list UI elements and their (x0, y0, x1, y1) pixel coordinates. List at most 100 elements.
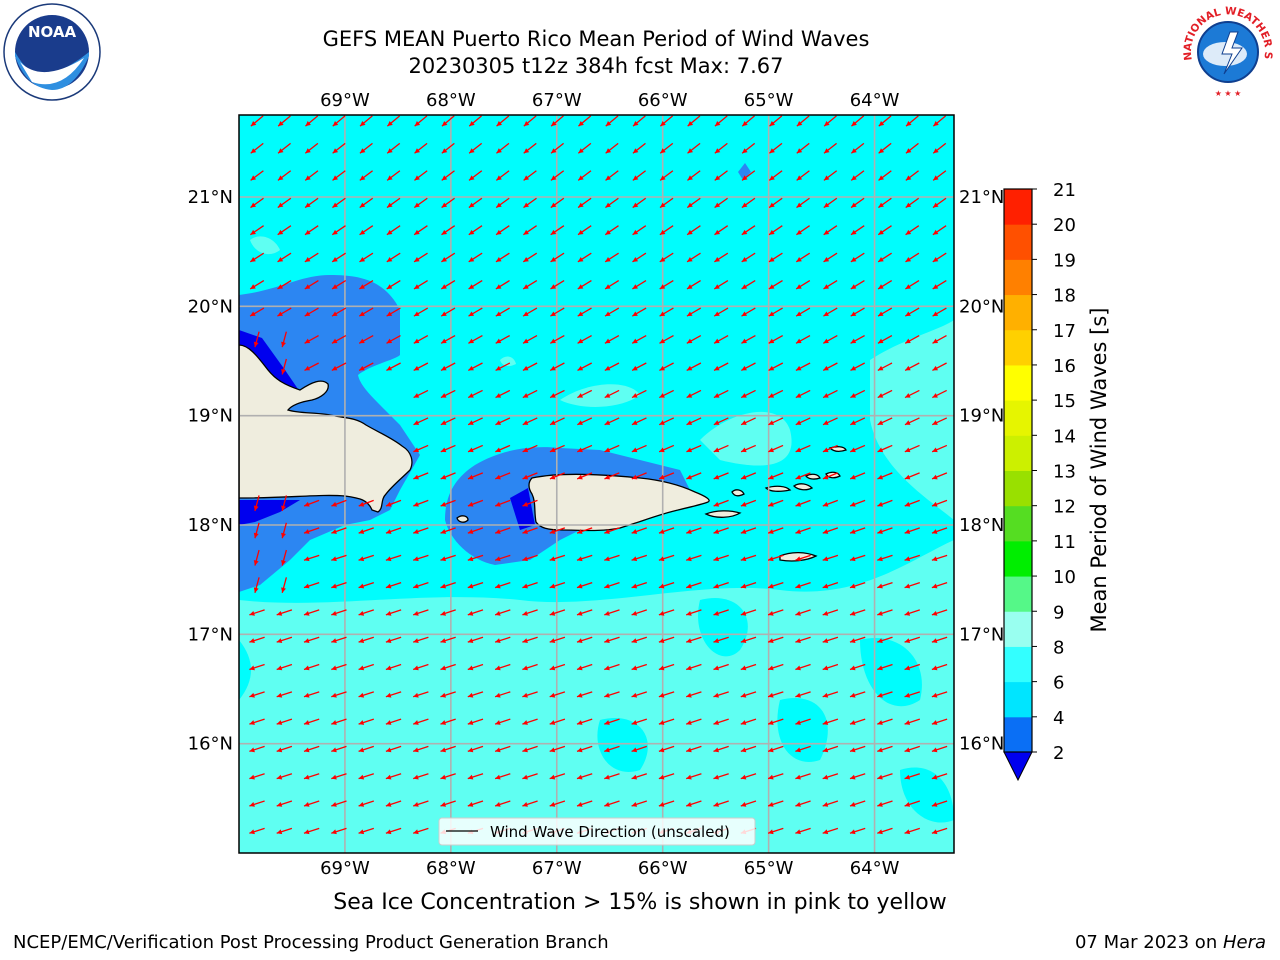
wind-wave-arrow (604, 334, 620, 344)
wind-wave-arrow (904, 663, 921, 671)
wind-wave-arrow (850, 362, 865, 371)
wind-wave-arrow (686, 417, 702, 426)
wind-wave-arrow (631, 663, 648, 671)
wind-wave-arrow (467, 554, 484, 562)
wind-wave-arrow (604, 362, 620, 371)
lat-label-left: 18°N (188, 515, 233, 536)
wind-wave-arrow (549, 527, 566, 534)
wind-wave-arrow (303, 499, 320, 507)
wind-wave-arrow (822, 800, 839, 807)
wind-wave-arrow (604, 252, 619, 263)
lat-label-right: 16°N (959, 734, 1004, 755)
host-name: Hera (1222, 932, 1266, 953)
colorbar-swatch (1004, 540, 1032, 577)
wind-wave-arrow (276, 773, 293, 780)
wind-wave-arrow (713, 499, 729, 507)
wind-wave-arrow (277, 252, 292, 263)
wind-wave-arrow (685, 636, 702, 644)
wind-wave-arrow (904, 745, 921, 753)
wind-wave-arrow (631, 417, 647, 426)
wind-wave-arrow (467, 389, 483, 399)
wind-wave-arrow (576, 582, 593, 589)
wind-wave-arrow (386, 115, 401, 127)
nws-logo-icon: NATIONAL WEATHER SERVICE ★ ★ ★ (1178, 2, 1276, 100)
wind-wave-arrow (768, 389, 784, 399)
wind-wave-arrow (659, 334, 674, 344)
wind-wave-arrow (849, 827, 866, 835)
wind-wave-arrow (822, 389, 838, 399)
wind-wave-arrow (632, 142, 646, 154)
wind-wave-arrow (713, 444, 729, 453)
wind-wave-arrow (931, 718, 948, 725)
wind-wave-arrow (795, 718, 811, 725)
wind-wave-arrow (303, 827, 320, 835)
wind-wave-arrow (823, 142, 837, 154)
wind-wave-arrow (331, 827, 347, 835)
lat-label-left: 21°N (188, 187, 233, 208)
wind-wave-arrow (494, 636, 511, 644)
wind-wave-arrow (386, 252, 401, 263)
wind-wave-arrow (850, 142, 865, 154)
wind-wave-arrow (468, 197, 483, 209)
wind-wave-arrow (576, 718, 593, 725)
wind-wave-arrow (822, 417, 838, 426)
wind-wave-arrow (686, 389, 702, 399)
wind-wave-arrow (604, 745, 620, 753)
wind-wave-arrow (741, 307, 756, 317)
colorbar-swatch (1004, 716, 1032, 753)
wind-wave-arrow (495, 252, 510, 263)
wind-wave-arrow (276, 663, 293, 671)
colorbar-swatch (1004, 259, 1032, 296)
wind-wave-arrow (604, 718, 620, 725)
wind-wave-arrow (523, 170, 537, 181)
wind-wave-arrow (877, 609, 893, 616)
wind-wave-arrow (576, 691, 593, 698)
wind-wave-arrow (249, 609, 265, 616)
wind-wave-arrow (494, 773, 511, 780)
wind-wave-arrow (767, 827, 784, 835)
wind-wave-arrow (440, 718, 456, 725)
wind-wave-arrow (605, 115, 619, 127)
wind-wave-arrow (822, 499, 839, 507)
wind-wave-arrow (905, 280, 920, 290)
wind-wave-arrow (795, 472, 811, 480)
wind-wave-arrow (331, 225, 346, 236)
colorbar-swatch (1004, 470, 1032, 507)
wind-wave-arrow (385, 499, 402, 507)
wind-wave-arrow (495, 362, 511, 371)
wind-wave-arrow (631, 554, 648, 562)
wind-wave-arrow (331, 663, 347, 671)
wind-wave-arrow (796, 115, 810, 127)
wind-wave-arrow (741, 334, 756, 344)
wind-wave-arrow (577, 444, 593, 453)
wind-wave-arrow (385, 663, 402, 671)
wind-wave-arrow (658, 582, 675, 589)
wind-wave-arrow (358, 800, 375, 807)
wind-wave-arrow (768, 444, 784, 453)
wind-wave-arrow (658, 773, 675, 780)
wind-wave-arrow (740, 609, 757, 616)
wind-wave-arrow (522, 417, 538, 426)
wind-wave-arrow (467, 718, 484, 725)
wind-wave-arrow (440, 334, 456, 344)
wind-wave-arrow (331, 334, 347, 344)
wind-wave-arrow (249, 827, 265, 835)
wind-wave-arrow (332, 115, 346, 127)
wind-wave-arrow (331, 499, 347, 507)
wind-wave-arrow (659, 170, 674, 181)
lon-label-bottom: 64°W (850, 858, 900, 879)
wind-wave-arrow (303, 800, 320, 807)
wind-wave-arrow (904, 554, 921, 562)
wind-wave-arrow (632, 252, 647, 263)
wind-wave-arrow (604, 417, 620, 426)
colorbar-swatch (1004, 189, 1032, 225)
wind-wave-arrow (331, 773, 347, 780)
wind-wave-arrow (905, 252, 920, 263)
colorbar-tick-label: 8 (1053, 637, 1064, 658)
wind-wave-arrow (440, 527, 456, 534)
wind-wave-arrow (304, 225, 319, 236)
wind-wave-arrow (440, 745, 456, 753)
map-legend: Wind Wave Direction (unscaled) (438, 817, 756, 846)
wind-wave-arrow (331, 691, 347, 698)
wind-wave-arrow (767, 609, 784, 616)
